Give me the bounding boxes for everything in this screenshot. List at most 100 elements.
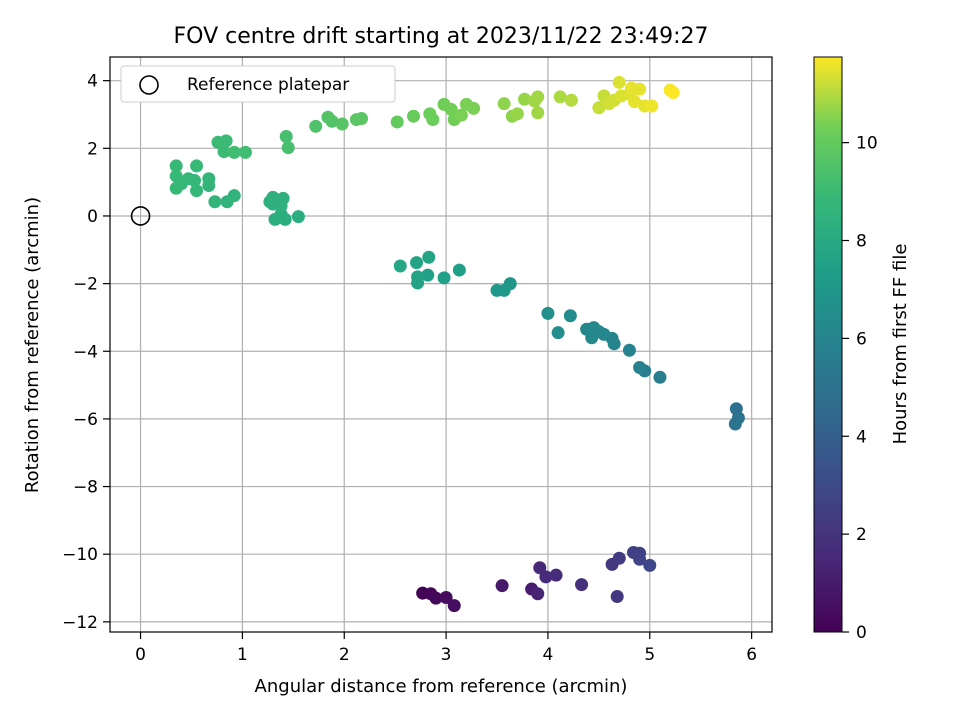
data-point [291, 210, 305, 224]
colorbar-label: Hours from first FF file [890, 244, 911, 445]
y-tick-label: −10 [62, 545, 98, 565]
data-point [190, 184, 204, 198]
data-point [208, 195, 222, 209]
data-point [531, 587, 545, 601]
data-point [510, 107, 524, 121]
legend-label: Reference platepar [187, 75, 349, 95]
data-point [421, 268, 435, 282]
y-tick-label: −8 [73, 478, 98, 498]
data-point [622, 343, 636, 357]
data-point [563, 309, 577, 323]
data-point [564, 93, 578, 107]
data-point [633, 361, 647, 374]
grid [110, 57, 772, 632]
x-tick-label: 0 [135, 645, 146, 665]
data-point [407, 109, 421, 123]
data-point [335, 117, 349, 131]
data-point [549, 568, 563, 582]
y-tick-label: −2 [73, 275, 98, 295]
data-point [531, 106, 545, 120]
colorbar-tick-label: 10 [856, 134, 878, 154]
data-point [633, 82, 647, 96]
x-axis-label: Angular distance from reference (arcmin) [255, 676, 628, 697]
data-point [410, 256, 424, 270]
data-point [444, 102, 458, 116]
data-point [325, 114, 339, 128]
data-point [575, 578, 589, 592]
y-tick-label: −6 [73, 410, 98, 430]
data-point [497, 97, 511, 111]
data-point [467, 101, 481, 115]
data-point [281, 141, 295, 155]
reference-platepar-marker [130, 206, 151, 226]
legend-box [120, 65, 396, 103]
data-point [533, 561, 547, 575]
data-point [585, 331, 599, 345]
x-axis: 0 1 2 3 4 5 6 [135, 632, 757, 665]
plot-frame [109, 56, 773, 633]
data-point [518, 92, 532, 106]
data-point [390, 115, 404, 129]
data-point [454, 108, 468, 122]
data-point [612, 75, 626, 89]
data-point [592, 101, 606, 115]
data-point [666, 86, 680, 100]
data-point [220, 195, 234, 209]
y-axis-label: Rotation from reference (arcmin) [22, 197, 43, 493]
data-point [393, 259, 407, 273]
y-tick-label: −4 [73, 342, 98, 362]
data-point [411, 276, 425, 290]
data-point [447, 599, 461, 613]
data-point [452, 263, 466, 277]
colorbar-tick-label: 0 [856, 623, 867, 643]
x-tick-label: 5 [644, 645, 655, 665]
data-point [490, 283, 504, 297]
data-point [426, 113, 440, 127]
data-point [190, 159, 204, 173]
colorbar-tick-label: 2 [856, 525, 867, 545]
data-point [551, 326, 565, 340]
data-point [217, 145, 231, 159]
colorbar-tick-label: 8 [856, 232, 867, 252]
data-point [645, 99, 659, 113]
x-tick-label: 1 [237, 645, 248, 665]
data-point [437, 271, 451, 285]
colorbar-tick-label: 4 [856, 427, 867, 447]
data-point [612, 551, 626, 565]
data-point [355, 112, 369, 126]
y-tick-label: −12 [62, 613, 98, 633]
x-tick-label: 2 [339, 645, 350, 665]
data-point [422, 250, 436, 264]
data-point [202, 172, 216, 186]
data-point [309, 119, 323, 133]
data-point [227, 145, 241, 159]
data-point [429, 591, 443, 605]
data-point [643, 558, 657, 572]
data-point [628, 95, 642, 109]
data-point [553, 90, 567, 104]
data-point [439, 591, 453, 604]
legend: Reference platepar [120, 65, 396, 103]
data-point [541, 306, 555, 320]
data-point [279, 129, 293, 143]
data-point [653, 370, 667, 384]
data-point [539, 570, 553, 584]
colorbar-tick-label: 6 [856, 329, 867, 349]
data-points [169, 75, 745, 613]
y-tick-label: 0 [87, 207, 98, 227]
y-tick-label: 2 [87, 139, 98, 159]
data-point [169, 181, 183, 195]
data-point [169, 159, 183, 173]
chart-title: FOV centre drift starting at 2023/11/22 … [174, 24, 709, 49]
data-point [610, 589, 624, 603]
data-point [728, 417, 742, 431]
data-point [238, 145, 252, 159]
data-point [219, 134, 233, 148]
data-point [276, 191, 290, 205]
colorbar-ticks: 0 2 4 6 8 10 [842, 134, 878, 643]
colorbar: 0 2 4 6 8 10 Hours from first FF file [813, 56, 911, 643]
x-tick-label: 4 [543, 645, 554, 665]
legend-marker [139, 75, 159, 95]
x-tick-label: 3 [441, 645, 452, 665]
data-point [263, 195, 277, 209]
